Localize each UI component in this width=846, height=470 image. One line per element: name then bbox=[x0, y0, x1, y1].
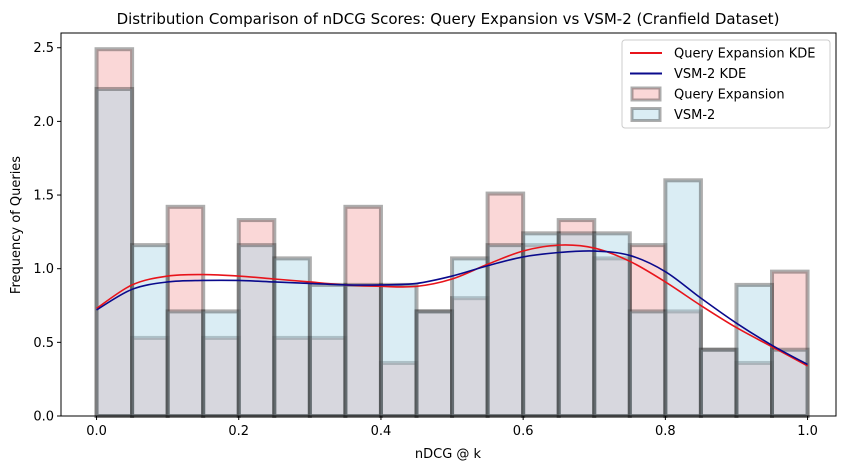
chart-title: Distribution Comparison of nDCG Scores: … bbox=[117, 10, 780, 28]
y-axis: 0.0 0.5 1.0 1.5 2.0 2.5 bbox=[33, 41, 61, 425]
x-tick-label: 0.4 bbox=[371, 424, 392, 439]
vsm-2-bar bbox=[343, 282, 383, 418]
vsm-2-bar bbox=[130, 243, 170, 418]
y-tick-label: 2.5 bbox=[33, 41, 54, 56]
vsm-2-bar bbox=[165, 309, 206, 418]
query-expansion-bar bbox=[201, 335, 241, 418]
x-tick-label: 0.8 bbox=[655, 424, 676, 439]
x-tick-label: 1.0 bbox=[797, 424, 818, 439]
y-axis-label: Frequency of Queries bbox=[9, 156, 24, 294]
vsm-2-bar bbox=[485, 243, 526, 418]
query-expansion-bar bbox=[663, 309, 703, 418]
vsm-2-bar bbox=[201, 309, 241, 418]
vsm-2-bar bbox=[450, 256, 490, 418]
legend: Query Expansion KDE VSM-2 KDE Query Expans… bbox=[621, 39, 831, 129]
vsm-2-bar bbox=[236, 243, 277, 418]
x-tick-label: 0.6 bbox=[513, 424, 534, 439]
legend-swatch-query-expansion bbox=[630, 86, 662, 102]
query-expansion-bar bbox=[272, 335, 312, 418]
legend-label-query-expansion-kde: Query Expansion KDE bbox=[674, 47, 815, 62]
vsm-2-bar bbox=[414, 309, 455, 418]
vsm-2-bar bbox=[94, 86, 135, 418]
query-expansion-bar bbox=[770, 269, 810, 418]
y-tick-label: 0.0 bbox=[33, 410, 54, 425]
query-expansion-bars bbox=[94, 47, 810, 419]
kde-lines bbox=[96, 244, 808, 367]
query-expansion-bar bbox=[734, 360, 775, 419]
vsm-2-bar bbox=[521, 231, 561, 418]
y-tick-label: 0.5 bbox=[33, 336, 54, 351]
x-tick-label: 0.2 bbox=[228, 424, 249, 439]
vsm-2-bars bbox=[94, 86, 810, 419]
legend-swatch-vsm-2 bbox=[630, 107, 662, 122]
vsm-2-bar bbox=[770, 347, 810, 419]
legend-label-vsm-2-kde: VSM-2 KDE bbox=[674, 67, 746, 82]
vsm-2-bar bbox=[663, 178, 703, 418]
legend-box bbox=[621, 39, 831, 129]
vsm-2-bar bbox=[698, 347, 739, 419]
vsm-2-bar bbox=[378, 282, 419, 418]
plot-frame bbox=[60, 32, 837, 417]
vsm-2-bar bbox=[307, 282, 348, 418]
vsm-2-bar bbox=[592, 231, 632, 418]
x-axis: 0.0 0.2 0.4 0.6 0.8 1.0 bbox=[86, 416, 818, 439]
vsm-2-bar bbox=[734, 282, 775, 418]
vsm-2-bar bbox=[627, 309, 668, 418]
legend-label-vsm-2: VSM-2 bbox=[674, 108, 715, 123]
y-tick-label: 1.5 bbox=[33, 189, 54, 204]
x-axis-label: nDCG @ k bbox=[415, 447, 482, 462]
query-expansion-bar bbox=[343, 204, 383, 418]
vsm-2-bar bbox=[556, 231, 597, 418]
y-tick-label: 1.0 bbox=[33, 262, 54, 277]
x-tick-label: 0.0 bbox=[86, 424, 107, 439]
query-expansion-kde-line bbox=[96, 244, 808, 367]
legend-label-query-expansion: Query Expansion bbox=[674, 88, 785, 103]
query-expansion-bar bbox=[414, 309, 455, 418]
y-tick-label: 2.0 bbox=[33, 115, 54, 130]
vsm-2-kde-line bbox=[96, 250, 808, 366]
